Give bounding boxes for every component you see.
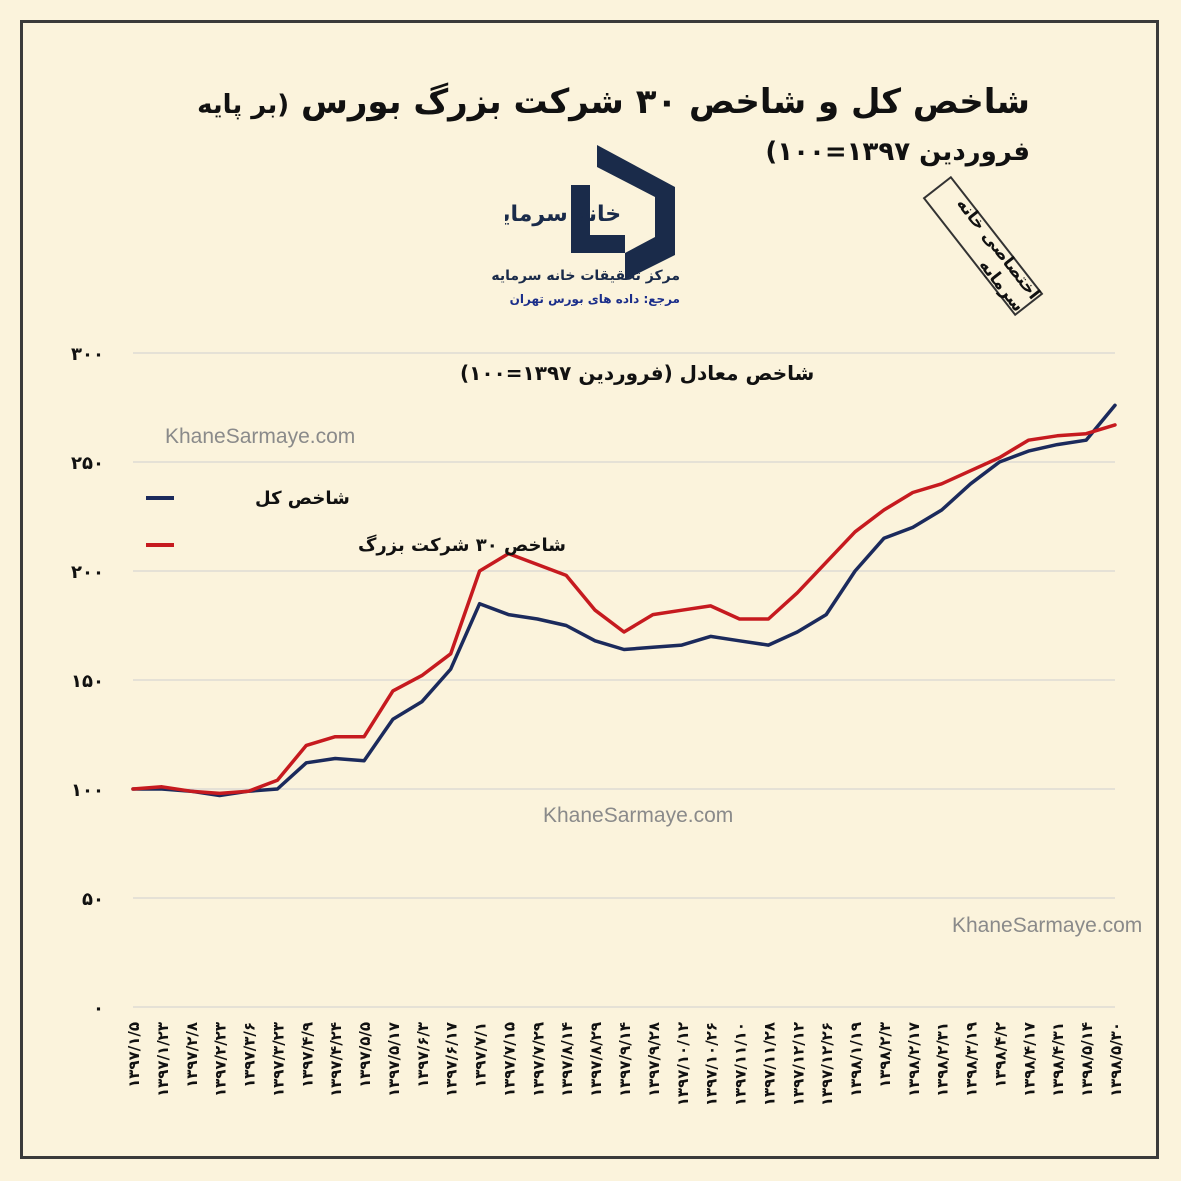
watermark-1: KhaneSarmaye.com — [165, 425, 355, 448]
y-axis-label: شاخص معادل (فروردین ۱۳۹۷=۱۰۰) — [460, 361, 814, 385]
x-tick-label: ۱۳۹۷/۴/۲۴ — [327, 1022, 345, 1097]
series-lines — [131, 403, 1117, 798]
x-tick-label: ۱۳۹۷/۴/۹ — [298, 1022, 316, 1088]
x-tick-label: ۱۳۹۷/۸/۲۹ — [587, 1022, 605, 1097]
series-line-top30-index — [131, 423, 1117, 796]
x-tick-label: ۱۳۹۷/۱۱/۱۰ — [732, 1022, 750, 1106]
y-tick-label: ۱۵۰ — [71, 671, 104, 692]
legend-label-total: شاخص کل — [255, 488, 350, 509]
x-tick-label: ۱۳۹۷/۱۰/۱۲ — [674, 1022, 692, 1106]
x-tick-label: ۱۳۹۷/۹/۱۴ — [616, 1022, 634, 1097]
x-tick-label: ۱۳۹۸/۵/۳۰ — [1107, 1022, 1125, 1097]
y-tick-label: ۲۰۰ — [71, 562, 104, 583]
x-tick-label: ۱۳۹۷/۲/۲۳ — [212, 1022, 230, 1097]
y-tick-label: ۳۰۰ — [71, 344, 104, 365]
x-tick-label: ۱۳۹۸/۳/۱۹ — [963, 1022, 981, 1097]
x-tick-label: ۱۳۹۸/۱/۱۹ — [847, 1022, 865, 1097]
logo-wordmark: خانه سرمایه — [505, 202, 621, 227]
series-line-total-index — [131, 403, 1117, 798]
logo-subtitle: مرکز تحقیقات خانه سرمایه — [491, 268, 680, 284]
x-tick-label: ۱۳۹۷/۳/۶ — [241, 1022, 259, 1088]
x-axis-ticks: ۱۳۹۷/۱/۵ ۱۳۹۷/۱/۲۳ ۱۳۹۷/۲/۸ ۱۳۹۷/۲/۲۳ ۱۳۹۷/۳… — [125, 1022, 1125, 1106]
x-tick-label: ۱۳۹۸/۵/۱۴ — [1078, 1022, 1096, 1097]
x-tick-label: ۱۳۹۷/۵/۱۷ — [385, 1022, 403, 1097]
y-tick-label: ۱۰۰ — [71, 780, 104, 801]
x-tick-label: ۱۳۹۷/۳/۲۳ — [269, 1022, 287, 1097]
y-tick-label: ۰ — [93, 998, 104, 1019]
x-tick-label: ۱۳۹۷/۱۱/۲۸ — [760, 1022, 778, 1106]
x-tick-label: ۱۳۹۷/۶/۱۷ — [443, 1022, 461, 1097]
x-tick-label: ۱۳۹۷/۷/۱۵ — [500, 1022, 518, 1097]
legend: شاخص کل شاخص ۳۰ شرکت بزرگ — [146, 488, 566, 556]
title-main: شاخص کل و شاخص ۳۰ شرکت بزرگ بورس — [300, 82, 1030, 122]
x-tick-label: ۱۳۹۷/۶/۳ — [414, 1022, 432, 1088]
x-tick-label: ۱۳۹۸/۴/۳۱ — [1049, 1022, 1067, 1097]
x-tick-label: ۱۳۹۷/۱۲/۱۲ — [789, 1022, 807, 1106]
x-tick-label: ۱۳۹۷/۱۲/۲۶ — [818, 1022, 836, 1106]
chart-title: شاخص کل و شاخص ۳۰ شرکت بزرگ بورس (بر پای… — [100, 80, 1030, 174]
x-tick-label: ۱۳۹۷/۷/۱ — [472, 1022, 490, 1088]
y-tick-label: ۵۰ — [82, 889, 104, 910]
x-tick-label: ۱۳۹۸/۲/۱۷ — [905, 1022, 923, 1097]
x-tick-label: ۱۳۹۷/۷/۲۹ — [529, 1022, 547, 1097]
y-axis-ticks: ۰ ۵۰ ۱۰۰ ۱۵۰ ۲۰۰ ۲۵۰ ۳۰۰ — [71, 344, 104, 1019]
x-tick-label: ۱۳۹۷/۱۰/۲۶ — [703, 1022, 721, 1106]
x-tick-label: ۱۳۹۸/۴/۲ — [991, 1022, 1009, 1088]
chart-frame — [20, 20, 1159, 1159]
title-subtitle: (بر پایه فروردین ۱۳۹۷=۱۰۰) — [197, 90, 1030, 167]
x-tick-label: ۱۳۹۷/۹/۲۸ — [645, 1022, 663, 1097]
x-tick-label: ۱۳۹۷/۸/۱۴ — [558, 1022, 576, 1097]
x-tick-label: ۱۳۹۷/۲/۸ — [183, 1022, 201, 1088]
logo-mark: خانه سرمایه — [505, 145, 675, 280]
x-tick-label: ۱۳۹۸/۴/۱۷ — [1020, 1022, 1038, 1097]
x-tick-label: ۱۳۹۸/۲/۳۱ — [934, 1022, 952, 1097]
x-tick-label: ۱۳۹۷/۱/۵ — [125, 1022, 143, 1088]
legend-label-top30: شاخص ۳۰ شرکت بزرگ — [358, 534, 566, 556]
y-tick-label: ۲۵۰ — [71, 453, 104, 474]
watermark-2: KhaneSarmaye.com — [543, 804, 733, 827]
logo-reference: مرجع: داده های بورس تهران — [509, 292, 680, 306]
watermark-3: KhaneSarmaye.com — [952, 914, 1142, 937]
x-tick-label: ۱۳۹۷/۵/۵ — [356, 1022, 374, 1088]
x-tick-label: ۱۳۹۷/۱/۲۳ — [154, 1022, 172, 1097]
grid-lines — [133, 352, 1115, 1008]
x-tick-label: ۱۳۹۸/۲/۳ — [876, 1022, 894, 1088]
